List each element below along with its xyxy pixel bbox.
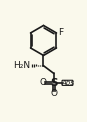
FancyBboxPatch shape	[62, 80, 73, 85]
Text: F: F	[58, 28, 63, 37]
Text: O: O	[40, 78, 47, 87]
Text: Abs: Abs	[61, 80, 74, 86]
Text: O: O	[50, 89, 57, 98]
Text: H₂N: H₂N	[14, 61, 31, 70]
Text: S: S	[50, 78, 58, 88]
